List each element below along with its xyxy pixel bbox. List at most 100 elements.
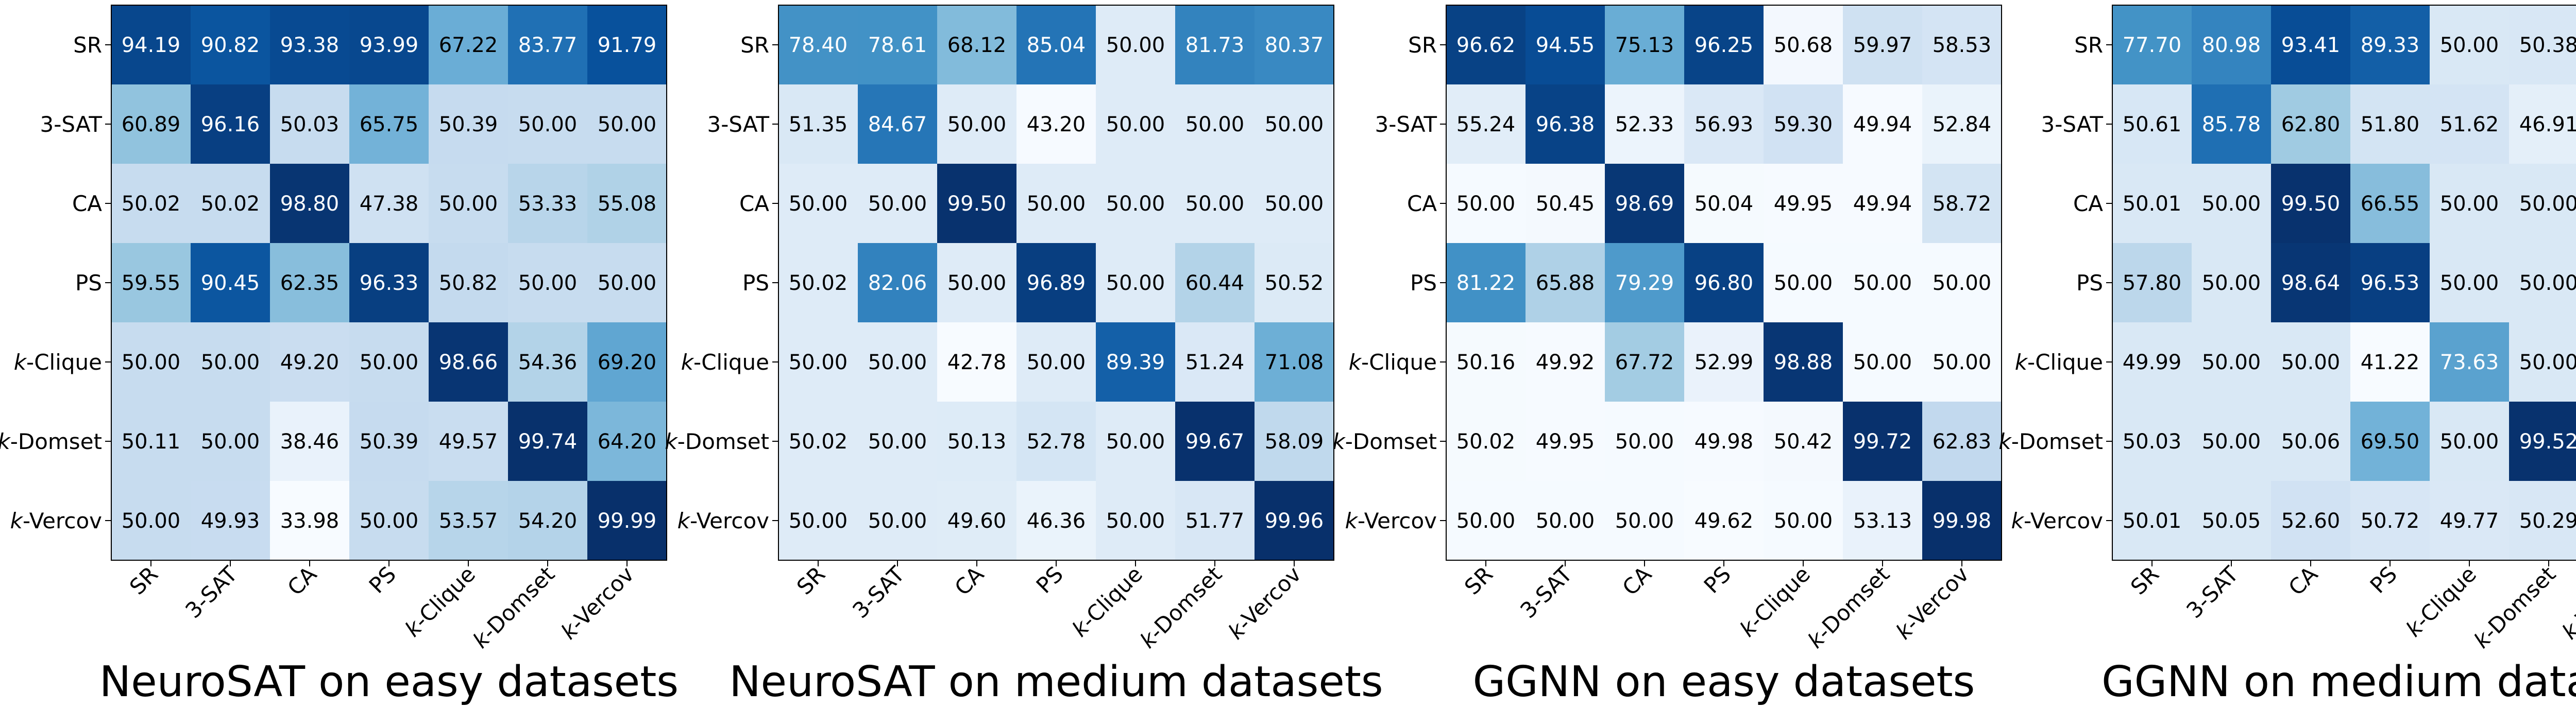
heatmap-cell [508, 84, 588, 164]
heatmap-cell [429, 84, 509, 164]
heatmap-cell [2509, 5, 2576, 85]
cell-value-label: 50.01 [2123, 192, 2182, 216]
cell-value-label: 99.96 [1265, 509, 1324, 533]
heatmap-cell [191, 164, 270, 244]
cell-value-label: 98.64 [2281, 271, 2341, 295]
heatmap-cell [191, 5, 270, 85]
heatmap-cell [111, 84, 191, 164]
cell-value-label: 50.00 [1027, 351, 1086, 374]
cell-value-label: 96.53 [2361, 271, 2420, 295]
heatmap-cell [778, 84, 858, 164]
cell-value-label: 50.00 [789, 351, 848, 374]
cell-value-label: 98.69 [1615, 192, 1674, 216]
heatmap-cell [858, 5, 938, 85]
cell-value-label: 50.00 [201, 430, 260, 454]
cell-value-label: 96.25 [1694, 33, 1754, 57]
cell-value-label: 50.00 [1615, 430, 1674, 454]
cell-value-label: 50.00 [1853, 271, 1912, 295]
cell-value-label: 66.55 [2361, 192, 2420, 216]
heatmap-cell [2271, 164, 2351, 244]
cell-value-label: 89.39 [1106, 351, 1165, 374]
cell-value-label: 50.38 [2519, 33, 2576, 57]
y-tick-label-k-clique: k-Clique [681, 350, 769, 375]
x-tick-label-k-domset: k-Domset [1803, 561, 1894, 653]
cell-value-label: 50.00 [360, 351, 419, 374]
heatmap-cell [858, 243, 938, 323]
cell-value-label: 50.11 [122, 430, 181, 454]
heatmap-cell [1684, 84, 1764, 164]
y-tick-label-k-clique: k-Clique [14, 350, 102, 375]
heatmap-cell [1446, 402, 1526, 481]
heatmap-cell [429, 481, 509, 561]
cell-value-label: 50.00 [868, 509, 927, 533]
heatmap-cell [1175, 84, 1255, 164]
y-tick-label-3-sat: 3-SAT [40, 112, 103, 137]
heatmap-cell [2350, 5, 2430, 85]
cell-value-label: 51.77 [1185, 509, 1245, 533]
heatmap-cell [1096, 402, 1176, 481]
cell-value-label: 49.94 [1853, 192, 1912, 216]
cell-value-label: 85.04 [1027, 33, 1086, 57]
heatmap-cell [2509, 243, 2576, 323]
heatmap-cell [508, 402, 588, 481]
x-tick-label-ca: CA [2283, 561, 2323, 600]
heatmap-cell [2430, 243, 2510, 323]
cell-value-label: 58.09 [1265, 430, 1324, 454]
cell-value-label: 50.00 [122, 509, 181, 533]
cell-value-label: 50.00 [2440, 271, 2499, 295]
x-tick-label-ca: CA [282, 561, 321, 600]
cell-value-label: 99.50 [947, 192, 1007, 216]
cell-value-label: 49.77 [2440, 509, 2499, 533]
heatmap-cell [111, 402, 191, 481]
cell-value-label: 62.35 [280, 271, 340, 295]
heatmap-cell [2112, 322, 2192, 402]
cell-value-label: 91.79 [598, 33, 657, 57]
cell-value-label: 67.72 [1615, 351, 1674, 374]
heatmap-cell [1605, 243, 1685, 323]
heatmap-cell [2509, 164, 2576, 244]
cell-value-label: 50.00 [947, 113, 1007, 136]
heatmap-cell [1764, 84, 1843, 164]
heatmap-cell [111, 481, 191, 561]
x-tick-label-k-vercov: k-Vercov [2557, 561, 2576, 644]
cell-value-label: 50.00 [1106, 192, 1165, 216]
cell-value-label: 50.13 [947, 430, 1007, 454]
cell-value-label: 56.93 [1694, 113, 1754, 136]
heatmap-cell [2509, 322, 2576, 402]
cell-value-label: 93.38 [280, 33, 340, 57]
heatmap-cell [858, 322, 938, 402]
heatmap-cell [2430, 164, 2510, 244]
heatmap-cell [1684, 243, 1764, 323]
heatmap-cell [937, 84, 1017, 164]
cell-value-label: 84.67 [868, 113, 927, 136]
heatmap-cell [349, 84, 429, 164]
heatmap-cell [1175, 5, 1255, 85]
heatmap-cell [111, 5, 191, 85]
heatmap-panel-2: 78.40 78.61 68.12 85.04 50.00 81.73 80.37 51.35… [665, 5, 1383, 706]
cell-value-label: 33.98 [280, 509, 340, 533]
heatmap-cell [587, 5, 667, 85]
heatmap-cell [937, 164, 1017, 244]
cell-value-label: 50.01 [2123, 509, 2182, 533]
heatmap-cell [1016, 481, 1096, 561]
heatmap-cell [1684, 322, 1764, 402]
heatmap-cell [858, 84, 938, 164]
heatmap-cell [2192, 84, 2272, 164]
cell-value-label: 50.00 [360, 509, 419, 533]
panel-title: NeuroSAT on medium datasets [729, 658, 1383, 706]
cell-value-label: 82.06 [868, 271, 927, 295]
cell-value-label: 65.88 [1536, 271, 1595, 295]
cell-value-label: 89.33 [2361, 33, 2420, 57]
heatmap-cell [429, 322, 509, 402]
cell-value-label: 50.00 [1106, 271, 1165, 295]
cell-value-label: 50.00 [1774, 271, 1833, 295]
cell-value-label: 49.60 [947, 509, 1007, 533]
heatmap-cell [1605, 402, 1685, 481]
cell-value-label: 93.41 [2281, 33, 2341, 57]
x-tick-label-3-sat: 3-SAT [848, 561, 909, 623]
cell-value-label: 50.00 [598, 113, 657, 136]
y-tick-label-sr: SR [1408, 32, 1437, 58]
cell-value-label: 49.57 [439, 430, 498, 454]
heatmap-cell [1016, 243, 1096, 323]
heatmap-cell [1843, 5, 1923, 85]
